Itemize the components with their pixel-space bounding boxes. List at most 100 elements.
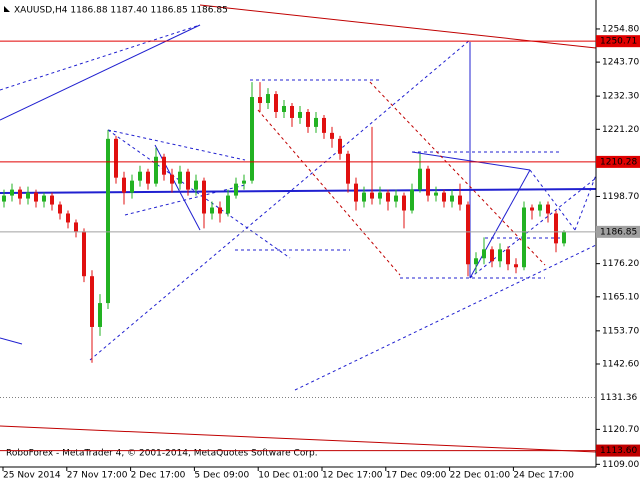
candle-body bbox=[546, 204, 550, 214]
candle-body bbox=[66, 213, 70, 223]
y-tick-label: 1165.10 bbox=[602, 292, 639, 302]
candle-body bbox=[106, 138, 110, 304]
footer: RoboForex - MetaTrader 4, © 2001-2014, M… bbox=[6, 449, 318, 459]
x-tick-label: 17 Dec 09:00 bbox=[386, 471, 447, 480]
symbol-icon bbox=[4, 6, 10, 12]
candle-body bbox=[42, 195, 46, 202]
candle-body bbox=[498, 249, 502, 262]
candle-body bbox=[194, 180, 198, 190]
x-tick-label: 12 Dec 17:00 bbox=[322, 471, 383, 480]
candle-body bbox=[306, 111, 310, 127]
candle-body bbox=[154, 156, 158, 184]
candle-body bbox=[58, 204, 62, 214]
trend-line bbox=[411, 151, 531, 171]
candle-body bbox=[234, 183, 238, 196]
x-tick-label: 25 Nov 2014 bbox=[3, 471, 61, 480]
candle-body bbox=[50, 195, 54, 205]
candle-body bbox=[170, 174, 174, 184]
y-tick-label: 1109.00 bbox=[602, 460, 639, 470]
x-tick-label: 2 Dec 17:00 bbox=[131, 471, 186, 480]
candle-body bbox=[482, 249, 486, 259]
trend-line bbox=[0, 337, 23, 345]
y-tick-label: 1221.20 bbox=[602, 125, 639, 135]
candle-body bbox=[346, 153, 350, 184]
candle-body bbox=[442, 192, 446, 202]
candle-body bbox=[34, 192, 38, 202]
candle-body bbox=[98, 303, 102, 327]
candle-body bbox=[554, 213, 558, 244]
candle-body bbox=[410, 189, 414, 211]
chart-title: XAUUSD,H4 1186.88 1187.40 1186.85 1186.8… bbox=[14, 6, 228, 16]
trend-lines bbox=[0, 4, 597, 453]
candle-body bbox=[2, 195, 6, 202]
candle-body bbox=[122, 177, 126, 193]
candle-body bbox=[258, 97, 262, 104]
candle-body bbox=[386, 192, 390, 202]
candle-body bbox=[562, 231, 566, 244]
price-level-box bbox=[596, 225, 640, 238]
x-tick-label: 5 Dec 09:00 bbox=[194, 471, 249, 480]
candle-body bbox=[290, 106, 294, 118]
candle-body bbox=[10, 189, 14, 196]
candle-body bbox=[114, 138, 118, 178]
candle-body bbox=[362, 192, 366, 202]
candle-body bbox=[314, 117, 318, 127]
candle-body bbox=[506, 249, 510, 265]
price-level-label: 1210.28 bbox=[600, 157, 637, 167]
candle-body bbox=[298, 111, 302, 118]
candle-body bbox=[178, 171, 182, 184]
candle-body bbox=[162, 156, 166, 175]
candle-body bbox=[338, 138, 342, 154]
candle-body bbox=[538, 204, 542, 211]
trend-line bbox=[0, 425, 597, 453]
y-tick-label: 1142.60 bbox=[602, 359, 639, 369]
price-level-label: 1250.71 bbox=[600, 37, 637, 47]
x-tick-label: 24 Dec 17:00 bbox=[513, 471, 574, 480]
y-tick-label: 1254.80 bbox=[602, 24, 639, 34]
y-tick-label: 1232.30 bbox=[602, 92, 639, 102]
candle-body bbox=[186, 171, 190, 190]
candle-body bbox=[274, 94, 278, 112]
candle-body bbox=[418, 168, 422, 190]
candle-body bbox=[82, 231, 86, 277]
candle-body bbox=[130, 180, 134, 193]
candle-body bbox=[26, 192, 30, 199]
candle-body bbox=[402, 195, 406, 211]
candle-body bbox=[74, 222, 78, 232]
candle-body bbox=[138, 171, 142, 181]
candle-body bbox=[266, 94, 270, 104]
x-tick-label: 10 Dec 01:00 bbox=[258, 471, 319, 480]
candle-body bbox=[466, 204, 470, 265]
candle-body bbox=[146, 171, 150, 184]
price-level-box bbox=[596, 444, 640, 457]
price-level-box bbox=[596, 35, 640, 48]
candle-body bbox=[202, 180, 206, 214]
candle-body bbox=[226, 195, 230, 214]
candle-body bbox=[378, 192, 382, 199]
y-tick-label: 1153.70 bbox=[602, 326, 639, 336]
trend-line bbox=[469, 169, 531, 279]
y-tick-label: 1198.70 bbox=[602, 192, 639, 202]
candle-body bbox=[434, 192, 438, 196]
candle-body bbox=[354, 183, 358, 202]
x-tick-label: 27 Nov 17:00 bbox=[67, 471, 128, 480]
candle-body bbox=[90, 276, 94, 327]
candle-body bbox=[530, 207, 534, 211]
candle-body bbox=[282, 106, 286, 112]
x-tick-label: 22 Dec 01:00 bbox=[450, 471, 511, 480]
y-tick-label: 1120.70 bbox=[602, 425, 639, 435]
candle-body bbox=[18, 189, 22, 199]
price-level-box bbox=[596, 155, 640, 168]
candle-body bbox=[250, 97, 254, 181]
price-level-label: 1131.36 bbox=[600, 393, 637, 403]
candle-body bbox=[322, 117, 326, 133]
price-level-label: 1186.85 bbox=[600, 227, 637, 237]
candle-body bbox=[218, 207, 222, 214]
candle-body bbox=[450, 195, 454, 202]
red-dashed-lines bbox=[257, 81, 546, 276]
candle-body bbox=[474, 258, 478, 265]
candle-body bbox=[370, 192, 374, 199]
